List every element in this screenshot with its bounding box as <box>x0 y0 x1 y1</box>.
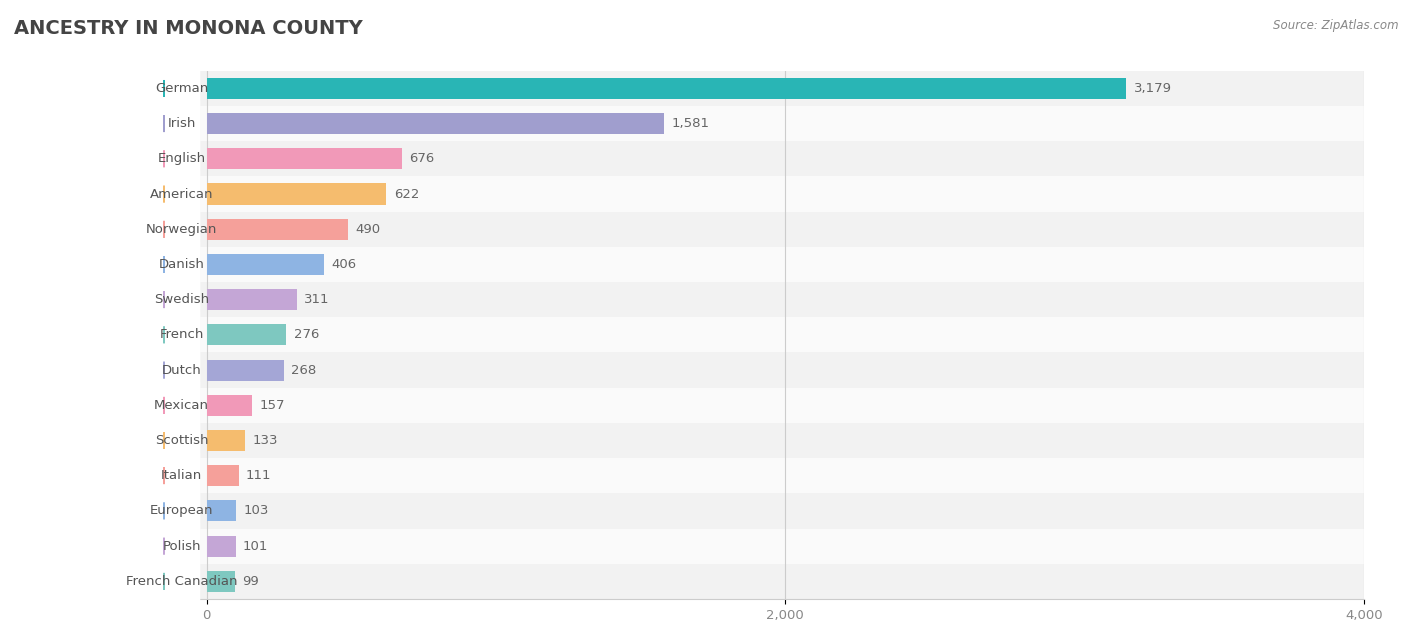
FancyBboxPatch shape <box>160 43 200 274</box>
Text: Italian: Italian <box>162 469 202 482</box>
FancyBboxPatch shape <box>162 388 1364 423</box>
Bar <box>207 78 1126 99</box>
Text: Source: ZipAtlas.com: Source: ZipAtlas.com <box>1274 19 1399 32</box>
Text: 622: 622 <box>394 187 419 200</box>
Bar <box>207 571 235 592</box>
FancyBboxPatch shape <box>162 212 1364 247</box>
FancyBboxPatch shape <box>162 176 1364 212</box>
Text: Dutch: Dutch <box>162 364 201 377</box>
Text: French Canadian: French Canadian <box>127 575 238 588</box>
Text: American: American <box>150 187 214 200</box>
Text: 111: 111 <box>246 469 271 482</box>
Text: 99: 99 <box>242 575 259 588</box>
Text: 406: 406 <box>332 258 356 271</box>
Bar <box>207 113 664 134</box>
Text: European: European <box>150 504 214 517</box>
FancyBboxPatch shape <box>162 141 1364 176</box>
Bar <box>207 536 236 556</box>
FancyBboxPatch shape <box>162 352 1364 388</box>
Bar <box>207 254 323 275</box>
Text: 276: 276 <box>294 328 319 341</box>
FancyBboxPatch shape <box>162 493 1364 529</box>
Text: 1,581: 1,581 <box>671 117 709 130</box>
FancyBboxPatch shape <box>160 184 200 415</box>
Text: 3,179: 3,179 <box>1133 82 1171 95</box>
FancyBboxPatch shape <box>160 360 200 591</box>
FancyBboxPatch shape <box>160 466 200 644</box>
Text: Danish: Danish <box>159 258 205 271</box>
FancyBboxPatch shape <box>160 290 200 521</box>
FancyBboxPatch shape <box>162 529 1364 564</box>
FancyBboxPatch shape <box>160 219 200 451</box>
Text: French: French <box>159 328 204 341</box>
Bar <box>207 289 297 310</box>
FancyBboxPatch shape <box>162 71 1364 106</box>
Bar <box>207 500 236 522</box>
FancyBboxPatch shape <box>160 0 200 204</box>
Text: 490: 490 <box>356 223 381 236</box>
FancyBboxPatch shape <box>160 325 200 556</box>
FancyBboxPatch shape <box>160 254 200 486</box>
Text: Norwegian: Norwegian <box>146 223 218 236</box>
Text: 157: 157 <box>259 399 284 412</box>
FancyBboxPatch shape <box>162 282 1364 317</box>
Text: ANCESTRY IN MONONA COUNTY: ANCESTRY IN MONONA COUNTY <box>14 19 363 39</box>
FancyBboxPatch shape <box>162 317 1364 352</box>
Bar <box>207 430 245 451</box>
Text: 268: 268 <box>291 364 316 377</box>
FancyBboxPatch shape <box>160 430 200 644</box>
FancyBboxPatch shape <box>160 79 200 310</box>
Text: English: English <box>157 153 205 166</box>
Text: Mexican: Mexican <box>155 399 209 412</box>
Bar <box>207 359 284 381</box>
Bar <box>207 184 387 205</box>
Text: 311: 311 <box>304 293 329 306</box>
Text: German: German <box>155 82 208 95</box>
FancyBboxPatch shape <box>160 149 200 380</box>
FancyBboxPatch shape <box>162 564 1364 599</box>
FancyBboxPatch shape <box>162 458 1364 493</box>
Text: 101: 101 <box>243 540 269 553</box>
Text: 133: 133 <box>252 434 278 447</box>
Bar <box>207 325 287 345</box>
FancyBboxPatch shape <box>162 247 1364 282</box>
Text: Swedish: Swedish <box>155 293 209 306</box>
Bar <box>207 395 252 416</box>
Text: 676: 676 <box>409 153 434 166</box>
FancyBboxPatch shape <box>162 423 1364 458</box>
Text: 103: 103 <box>243 504 269 517</box>
FancyBboxPatch shape <box>160 8 200 240</box>
Text: Polish: Polish <box>163 540 201 553</box>
Bar <box>207 148 402 169</box>
Bar <box>207 219 349 240</box>
FancyBboxPatch shape <box>162 106 1364 141</box>
FancyBboxPatch shape <box>160 395 200 627</box>
Text: Irish: Irish <box>167 117 195 130</box>
Bar <box>207 465 239 486</box>
FancyBboxPatch shape <box>160 113 200 345</box>
Text: Scottish: Scottish <box>155 434 208 447</box>
